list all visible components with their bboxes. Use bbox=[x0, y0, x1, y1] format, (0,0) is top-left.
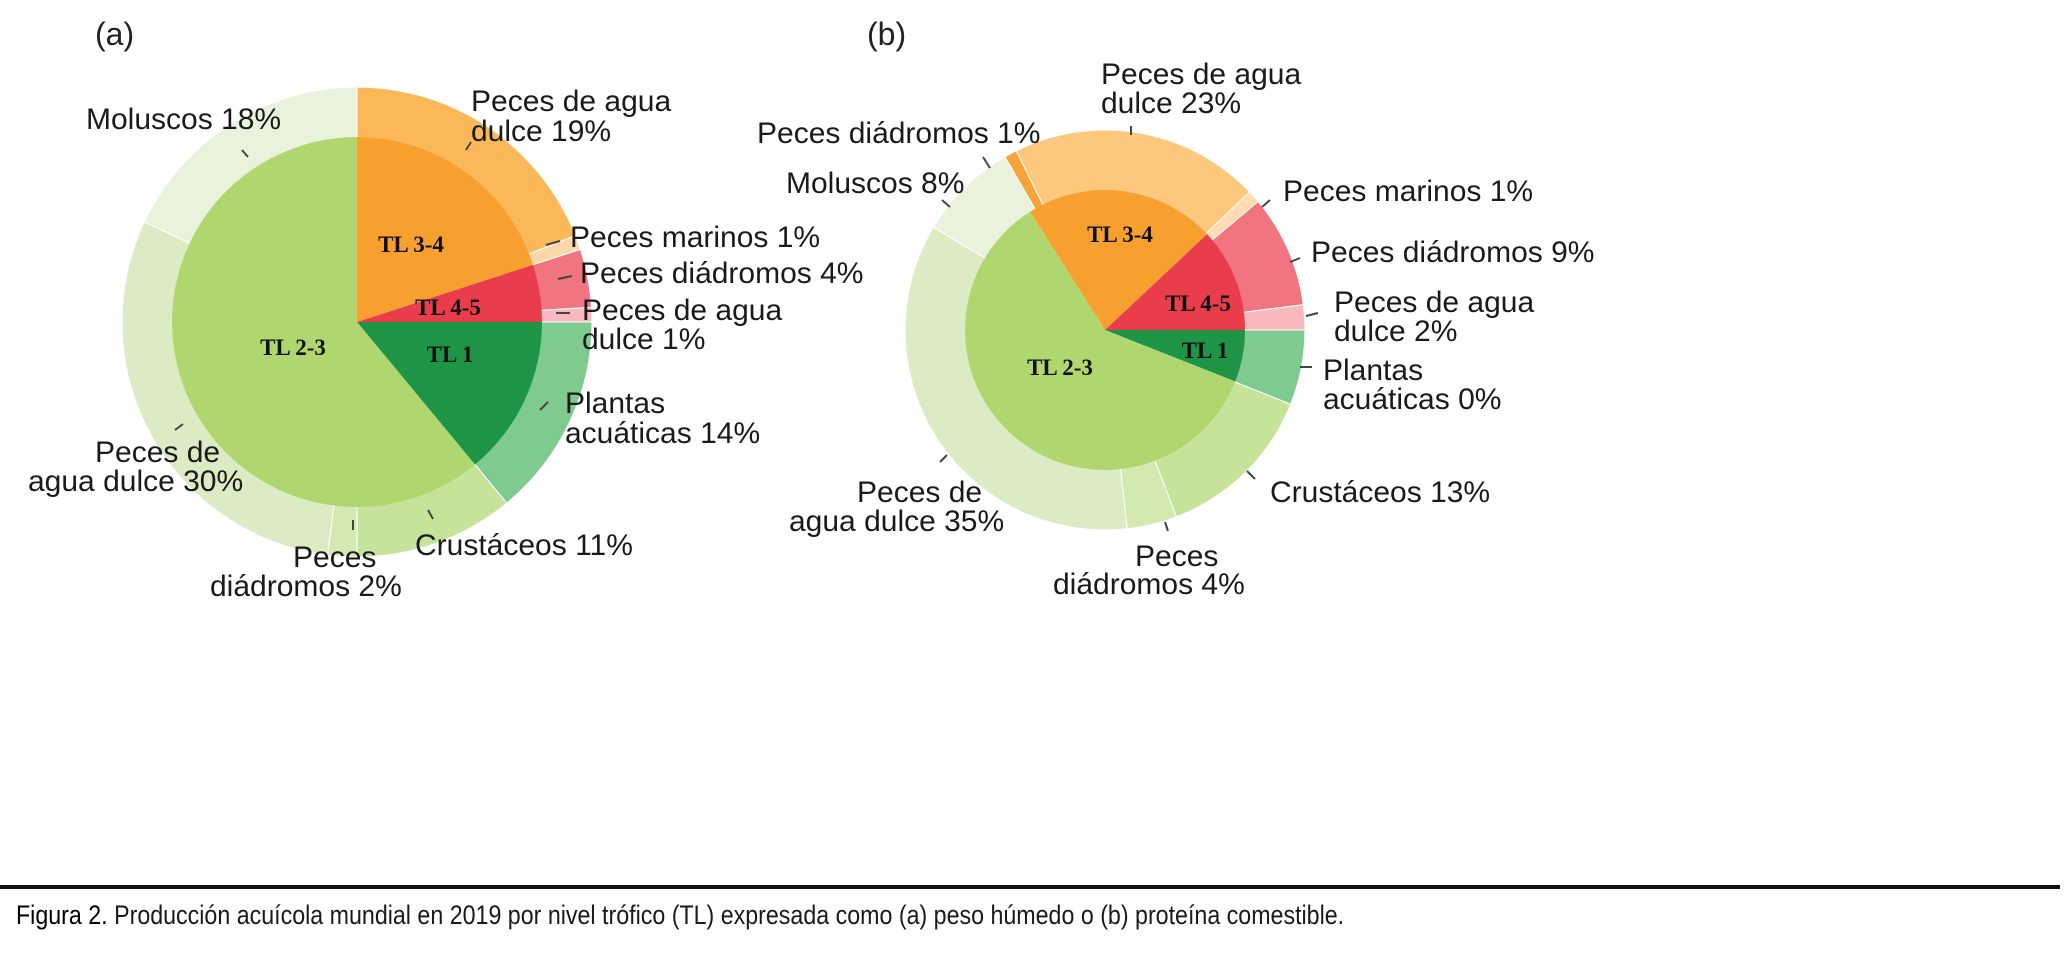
outer-label-plantas-acuaticas-0-line2: acuáticas 0% bbox=[1323, 383, 1501, 416]
inner-label-tl-1: TL 1 bbox=[1182, 338, 1229, 363]
inner-slice-tl-3-4 bbox=[1029, 189, 1208, 330]
leader-line bbox=[1289, 257, 1301, 263]
inner-slice-tl-2-3 bbox=[965, 211, 1236, 470]
leader-line bbox=[539, 401, 549, 411]
panel-label: (a) bbox=[95, 16, 134, 52]
inner-label-tl-3-4: TL 3-4 bbox=[1087, 222, 1153, 247]
leader-line bbox=[557, 275, 573, 280]
leader-line bbox=[1164, 521, 1169, 532]
outer-label-peces-de-agua-dulce-35-line1: Peces de bbox=[857, 476, 982, 509]
outer-label-peces-marinos-1: Peces marinos 1% bbox=[1283, 175, 1533, 208]
figure-canvas: (a)TL 1TL 2-3TL 3-4TL 4-5Plantasacuática… bbox=[28, 16, 1594, 603]
outer-label-peces-marinos-1: Peces marinos 1% bbox=[570, 221, 820, 254]
outer-label-peces-de-agua-dulce-23-line2: dulce 23% bbox=[1101, 87, 1241, 120]
outer-label-peces-de-agua-dulce-1-line2: dulce 1% bbox=[582, 323, 705, 356]
outer-label-peces-diadromos-4-line2: diádromos 4% bbox=[1053, 568, 1245, 601]
outer-label-crustaceos-11: Crustáceos 11% bbox=[415, 529, 633, 562]
outer-label-peces-diadromos-1: Peces diádromos 1% bbox=[757, 117, 1040, 150]
outer-label-plantas-acuaticas-14-line1: Plantas bbox=[565, 387, 665, 420]
inner-slice-tl-4-5 bbox=[1105, 234, 1245, 330]
outer-label-peces-diadromos-4-line1: Peces bbox=[1135, 540, 1218, 573]
outer-label-peces-de-agua-dulce-19-line1: Peces de agua bbox=[471, 85, 671, 118]
outer-label-peces-de-agua-dulce-30-line2: agua dulce 30% bbox=[28, 465, 243, 498]
outer-label-peces-de-agua-dulce-35-line2: agua dulce 35% bbox=[789, 505, 1004, 538]
caption-rule bbox=[0, 885, 2060, 889]
inner-slice-tl-1 bbox=[1105, 330, 1245, 382]
outer-label-peces-de-agua-dulce-1-line1: Peces de agua bbox=[582, 294, 782, 327]
leader-line bbox=[982, 156, 991, 169]
leader-line bbox=[941, 199, 951, 208]
outer-label-plantas-acuaticas-0-line1: Plantas bbox=[1323, 354, 1423, 387]
outer-label-plantas-acuaticas-14-line2: acuáticas 14% bbox=[565, 417, 760, 450]
inner-slice-tl-4-5 bbox=[357, 264, 542, 322]
outer-label-peces-de-agua-dulce-19-line2: dulce 19% bbox=[471, 115, 611, 148]
leader-line bbox=[545, 240, 561, 246]
donut-chart-a: (a) TL 1 TL 2-3 TL 3-4 TL 4-5 Plantasacuática… bbox=[28, 16, 863, 603]
inner-label-tl-2-3: TL 2-3 bbox=[1027, 355, 1093, 380]
inner-slice-tl-1 bbox=[357, 322, 542, 465]
leader-line bbox=[241, 149, 249, 158]
leader-line bbox=[1246, 470, 1256, 480]
outer-label-crustaceos-13: Crustáceos 13% bbox=[1270, 476, 1490, 509]
outer-label-peces-de-agua-dulce-30-line1: Peces de bbox=[95, 436, 220, 469]
leader-line bbox=[939, 454, 948, 463]
outer-label-peces-diadromos-2-line2: diádromos 2% bbox=[210, 570, 402, 603]
leader-line bbox=[174, 423, 184, 431]
outer-label-peces-de-agua-dulce-23-line1: Peces de agua bbox=[1101, 58, 1301, 91]
inner-label-tl-2-3: TL 2-3 bbox=[260, 335, 326, 360]
outer-label-peces-diadromos-4: Peces diádromos 4% bbox=[580, 257, 863, 290]
panel-label: (b) bbox=[867, 16, 906, 52]
inner-label-tl-4-5: TL 4-5 bbox=[1165, 291, 1231, 316]
inner-label-tl-4-5: TL 4-5 bbox=[415, 295, 481, 320]
leader-line bbox=[1261, 199, 1271, 208]
outer-label-peces-diadromos-9: Peces diádromos 9% bbox=[1311, 236, 1594, 269]
inner-label-tl-3-4: TL 3-4 bbox=[378, 232, 444, 257]
leader-line bbox=[465, 141, 472, 151]
inner-slice-tl-3-4 bbox=[357, 137, 533, 322]
outer-label-peces-diadromos-2-line1: Peces bbox=[293, 541, 376, 574]
donut-chart-b: (b) TL 1 TL 2-3 TL 3-4 TL 4-5 Plantasacuática… bbox=[757, 16, 1594, 601]
inner-slice-tl-2-3 bbox=[171, 137, 475, 507]
inner-label-tl-1: TL 1 bbox=[427, 342, 474, 367]
outer-label-moluscos-18: Moluscos 18% bbox=[86, 103, 281, 136]
caption-text: Producción acuícola mundial en 2019 por … bbox=[107, 900, 1345, 930]
outer-label-peces-de-agua-dulce-2-line1: Peces de agua bbox=[1334, 286, 1534, 319]
figure-caption: Figura 2. Producción acuícola mundial en… bbox=[16, 900, 1344, 931]
leader-line bbox=[1305, 312, 1319, 317]
caption-label: Figura 2. bbox=[16, 900, 108, 930]
outer-label-moluscos-8: Moluscos 8% bbox=[786, 167, 964, 200]
outer-label-peces-de-agua-dulce-2-line2: dulce 2% bbox=[1334, 315, 1457, 348]
leader-line bbox=[427, 509, 434, 520]
